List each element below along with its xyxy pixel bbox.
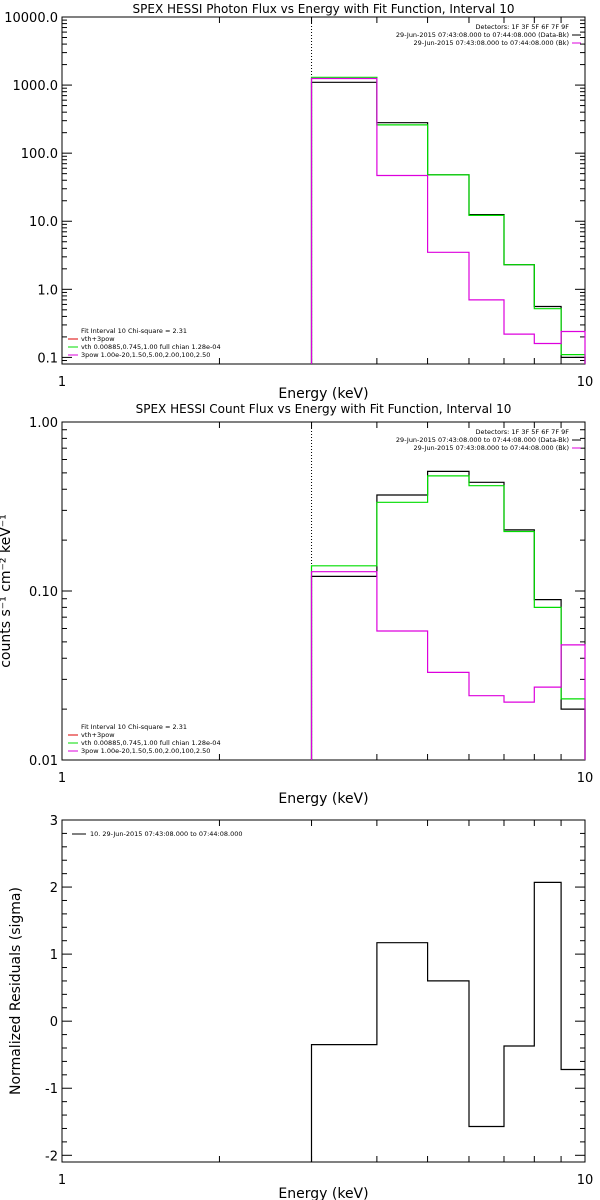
y-tick-label: 1 <box>50 948 58 963</box>
y-tick-label: 2 <box>50 881 58 896</box>
y-tick-label: 100.0 <box>21 147 58 162</box>
legend-entry: 10. 29-Jun-2015 07:43:08.000 to 07:44:08… <box>90 830 242 838</box>
chart-panel-2: SPEX HESSI Count Flux vs Energy with Fit… <box>0 402 593 807</box>
chart-panel-1: SPEX HESSI Photon Flux vs Energy with Fi… <box>4 2 593 402</box>
x-tick-label: 1 <box>58 1173 66 1188</box>
y-axis-label: Normalized Residuals (sigma) <box>8 887 24 1095</box>
y-tick-label: 1.00 <box>29 416 58 431</box>
series-1-histogram <box>310 81 586 364</box>
x-tick-label: 10 <box>577 375 594 390</box>
plot-frame <box>61 421 586 761</box>
y-tick-label: 3 <box>50 814 58 829</box>
series-1-histogram <box>310 470 586 760</box>
series-3-histogram <box>310 77 586 364</box>
x-axis-label: Energy (keV) <box>278 791 368 807</box>
y-axis-label: counts s⁻¹ cm⁻² keV⁻¹ <box>0 514 14 668</box>
legend-entry: 3pow 1.00e-20,1.50,5.00,2.00,100,2.50 <box>81 351 210 359</box>
plot-frame <box>61 16 586 365</box>
chart-title: SPEX HESSI Count Flux vs Energy with Fit… <box>136 402 512 416</box>
legend-entry: 29-Jun-2015 07:43:08.000 to 07:44:08.000… <box>396 31 569 39</box>
y-tick-label: 0.10 <box>29 585 58 600</box>
chart-title: SPEX HESSI Photon Flux vs Energy with Fi… <box>133 2 515 16</box>
y-tick-label: 0.01 <box>29 754 58 769</box>
y-tick-label: 10.0 <box>29 215 58 230</box>
legend-entry: vth+3pow <box>81 731 115 739</box>
legend-entry: vth 0.00885,0.745,1.00 full chian 1.28e-… <box>81 343 221 351</box>
x-tick-label: 10 <box>577 771 594 786</box>
x-axis-label: Energy (keV) <box>278 1186 368 1200</box>
y-tick-label: -1 <box>45 1082 58 1097</box>
y-tick-label: 1.0 <box>37 283 58 298</box>
series-3-histogram <box>310 571 586 760</box>
y-tick-label: 0 <box>50 1015 58 1030</box>
x-tick-label: 1 <box>58 375 66 390</box>
chart-panel-3: Energy (keV) Normalized Residuals (sigma)… <box>8 814 593 1200</box>
y-tick-label: 0.1 <box>37 351 58 366</box>
y-tick-label: 1000.0 <box>13 79 59 94</box>
legend-entry: Detectors: 1F 3F 5F 6F 7F 9F <box>475 428 569 436</box>
legend-entry: vth+3pow <box>81 335 115 343</box>
x-axis-label: Energy (keV) <box>278 386 368 402</box>
y-tick-label: 10000.0 <box>4 11 58 26</box>
series-2-histogram <box>310 76 586 364</box>
legend-entry: 29-Jun-2015 07:43:08.000 to 07:44:08.000… <box>414 444 569 452</box>
legend-entry: 29-Jun-2015 07:43:08.000 to 07:44:08.000… <box>396 436 569 444</box>
plot-frame <box>61 819 586 1163</box>
legend-entry: 3pow 1.00e-20,1.50,5.00,2.00,100,2.50 <box>81 747 210 755</box>
legend-entry: vth 0.00885,0.745,1.00 full chian 1.28e-… <box>81 739 221 747</box>
legend-entry: Fit Interval 10 Chi-square = 2.31 <box>81 723 187 731</box>
series-1-histogram <box>310 881 585 1162</box>
legend-entry: Fit Interval 10 Chi-square = 2.31 <box>81 327 187 335</box>
x-tick-label: 10 <box>577 1173 594 1188</box>
x-tick-label: 1 <box>58 771 66 786</box>
legend-entry: 29-Jun-2015 07:43:08.000 to 07:44:08.000… <box>414 39 569 47</box>
y-tick-label: -2 <box>45 1149 58 1164</box>
series-2-histogram <box>310 475 586 760</box>
legend-entry: Detectors: 1F 3F 5F 6F 7F 9F <box>475 23 569 31</box>
